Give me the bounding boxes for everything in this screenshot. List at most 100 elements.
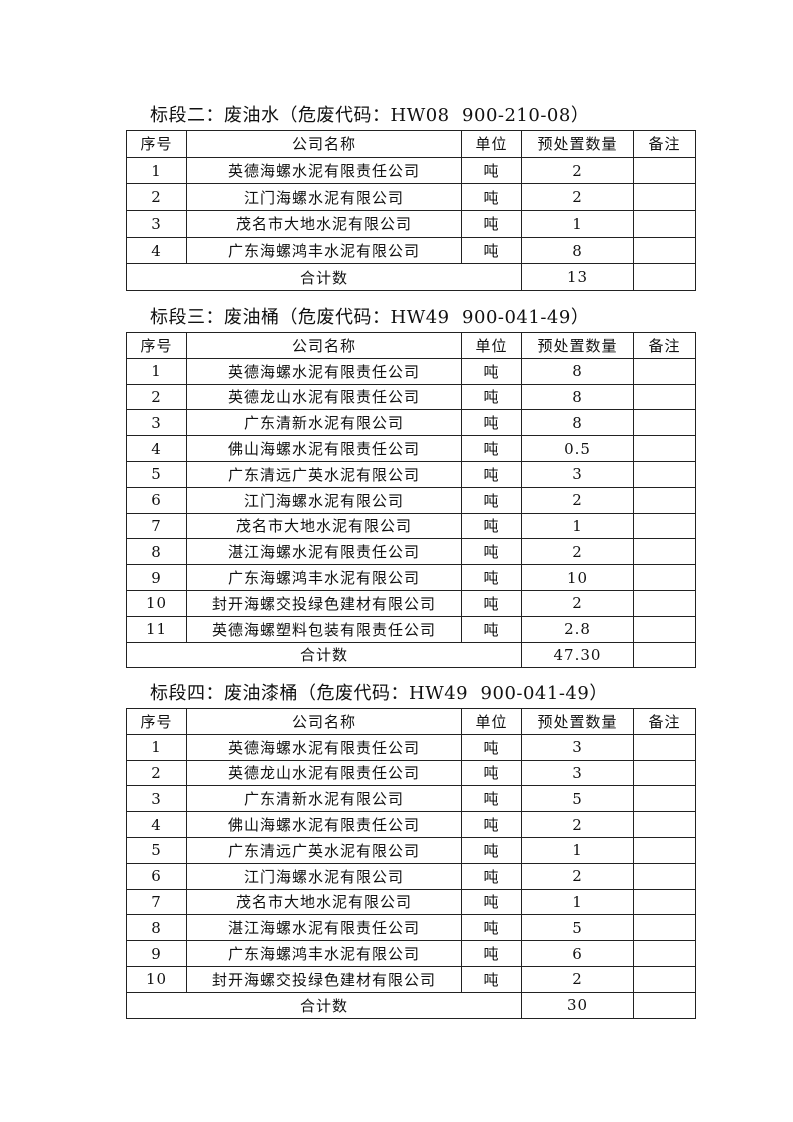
company-name-cell: 英德海螺塑料包装有限责任公司 [186, 615, 462, 643]
quantity-cell: 1 [521, 836, 634, 864]
index-cell: 3 [126, 785, 187, 813]
remark-cell [633, 156, 696, 185]
remark-cell [633, 486, 696, 514]
header-remark: 备注 [633, 332, 696, 359]
remark-cell [633, 409, 696, 437]
index-cell: 8 [126, 538, 187, 566]
company-name-cell: 封开海螺交投绿色建材有限公司 [186, 589, 462, 617]
quantity-cell: 3 [521, 733, 634, 761]
disposal-table: 序号 公司名称 单位 预处置数量 备注 1 英德海螺水泥有限责任公司吨 2 2 江门海螺水泥有限公… [126, 130, 696, 292]
index-cell: 5 [126, 836, 187, 864]
quantity-cell: 1 [521, 888, 634, 916]
company-name-cell: 茂名市大地水泥有限公司 [186, 888, 462, 916]
unit-cell: 吨 [461, 759, 522, 787]
unit-cell: 吨 [461, 435, 522, 462]
table-row: 9 广东海螺鸿丰水泥有限公司吨 10 [126, 564, 696, 591]
remark-cell [633, 811, 696, 838]
header-quantity: 预处置数量 [521, 708, 634, 735]
index-cell: 8 [126, 914, 187, 942]
header-unit: 单位 [461, 708, 522, 735]
quantity-cell: 2 [521, 589, 634, 617]
remark-cell [633, 914, 696, 942]
table-row: 5 广东清远广英水泥有限公司吨 1 [126, 836, 696, 864]
quantity-cell: 6 [521, 940, 634, 967]
table-row: 10 封开海螺交投绿色建材有限公司吨 2 [126, 965, 696, 993]
unit-cell: 吨 [461, 210, 522, 238]
unit-cell: 吨 [461, 785, 522, 813]
table-row: 8 湛江海螺水泥有限责任公司吨 5 [126, 914, 696, 942]
remark-cell [633, 965, 696, 993]
section-title: 标段二：废油水（危废代码：HW08 900-210-08） [150, 105, 590, 126]
table-row: 2 英德龙山水泥有限责任公司吨 8 [126, 383, 696, 411]
unit-cell: 吨 [461, 538, 522, 566]
remark-cell [633, 862, 696, 890]
header-quantity: 预处置数量 [521, 332, 634, 359]
unit-cell: 吨 [461, 357, 522, 385]
quantity-cell: 5 [521, 914, 634, 942]
remark-cell [633, 460, 696, 488]
index-cell: 10 [126, 589, 187, 617]
unit-cell: 吨 [461, 733, 522, 761]
index-cell: 4 [126, 435, 187, 462]
table-row: 8 湛江海螺水泥有限责任公司吨 2 [126, 538, 696, 566]
index-cell: 4 [126, 811, 187, 838]
quantity-cell: 2 [521, 965, 634, 993]
table-row: 2 江门海螺水泥有限公司吨 2 [126, 183, 696, 212]
index-cell: 7 [126, 888, 187, 916]
table-row: 3 茂名市大地水泥有限公司吨 1 [126, 210, 696, 238]
quantity-cell: 0.5 [521, 435, 634, 462]
index-cell: 1 [126, 733, 187, 761]
quantity-cell: 5 [521, 785, 634, 813]
index-cell: 3 [126, 210, 187, 238]
table-header-row: 序号 公司名称 单位 预处置数量 备注 [126, 130, 696, 158]
quantity-cell: 1 [521, 210, 634, 238]
header-company-name: 公司名称 [186, 332, 462, 359]
remark-cell [633, 512, 696, 540]
remark-cell [633, 435, 696, 462]
quantity-cell: 10 [521, 564, 634, 591]
remark-cell [633, 210, 696, 238]
quantity-cell: 1 [521, 512, 634, 540]
table-row: 4 佛山海螺水泥有限责任公司吨 2 [126, 811, 696, 838]
table-row: 4 佛山海螺水泥有限责任公司吨 0.5 [126, 435, 696, 462]
company-name-cell: 英德龙山水泥有限责任公司 [186, 383, 462, 411]
table-row: 2 英德龙山水泥有限责任公司吨 3 [126, 759, 696, 787]
unit-cell: 吨 [461, 383, 522, 411]
company-name-cell: 湛江海螺水泥有限责任公司 [186, 914, 462, 942]
remark-cell [633, 991, 696, 1019]
header-unit: 单位 [461, 332, 522, 359]
company-name-cell: 封开海螺交投绿色建材有限公司 [186, 965, 462, 993]
table-row: 1 英德海螺水泥有限责任公司吨 8 [126, 357, 696, 385]
quantity-cell: 3 [521, 460, 634, 488]
remark-cell [633, 940, 696, 967]
remark-cell [633, 236, 696, 265]
header-remark: 备注 [633, 130, 696, 158]
company-name-cell: 英德海螺水泥有限责任公司 [186, 357, 462, 385]
unit-cell: 吨 [461, 615, 522, 643]
company-name-cell: 英德海螺水泥有限责任公司 [186, 733, 462, 761]
quantity-cell: 2 [521, 862, 634, 890]
company-name-cell: 江门海螺水泥有限公司 [186, 486, 462, 514]
table-row: 5 广东清远广英水泥有限公司吨 3 [126, 460, 696, 488]
quantity-cell: 8 [521, 357, 634, 385]
company-name-cell: 广东海螺鸿丰水泥有限公司 [186, 236, 462, 265]
quantity-cell: 2.8 [521, 615, 634, 643]
total-value: 13 [521, 263, 634, 292]
index-cell: 6 [126, 486, 187, 514]
unit-cell: 吨 [461, 236, 522, 265]
index-cell: 11 [126, 615, 187, 643]
table-row: 9 广东海螺鸿丰水泥有限公司吨 6 [126, 940, 696, 967]
table-row: 1 英德海螺水泥有限责任公司吨 2 [126, 156, 696, 185]
total-label: 合计数 [126, 991, 522, 1019]
header-quantity: 预处置数量 [521, 130, 634, 158]
quantity-cell: 8 [521, 383, 634, 411]
header-index: 序号 [126, 130, 187, 158]
total-label: 合计数 [126, 641, 522, 669]
table-row: 11 英德海螺塑料包装有限责任公司吨 2.8 [126, 615, 696, 643]
index-cell: 9 [126, 564, 187, 591]
company-name-cell: 江门海螺水泥有限公司 [186, 183, 462, 212]
index-cell: 2 [126, 183, 187, 212]
unit-cell: 吨 [461, 512, 522, 540]
remark-cell [633, 564, 696, 591]
unit-cell: 吨 [461, 836, 522, 864]
